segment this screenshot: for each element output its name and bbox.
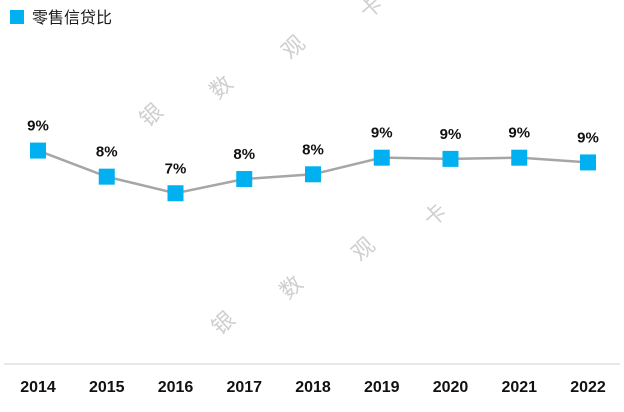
legend: 零售信贷比 [10,8,112,27]
data-label: 8% [96,144,118,161]
watermark-char: 观 [277,31,310,64]
watermark-char: 数 [205,71,238,104]
x-tick-label: 2017 [226,379,262,396]
data-label: 9% [508,125,530,142]
x-tick-label: 2018 [295,379,331,396]
watermark-char: 卡 [355,0,388,24]
data-point-marker [167,185,184,202]
watermark-char: 数 [275,271,308,304]
data-label: 7% [165,160,187,177]
data-label: 8% [233,146,255,163]
watermark-char: 银 [135,99,168,132]
data-point-marker [442,150,459,167]
data-label: 9% [577,129,599,146]
data-point-marker [98,168,115,185]
data-point-marker [236,171,253,188]
watermark-char: 卡 [419,199,452,232]
data-point-marker [511,149,528,166]
x-tick-label: 2019 [364,379,400,396]
plot-area: 9% 8% 7% 8% 8% 9% 9% 9% 9% 2014 2015 2016 2017 2018 20… [20,118,606,396]
watermark-char: 银 [207,307,240,340]
legend-label: 零售信贷比 [32,8,112,27]
data-label: 9% [440,126,462,143]
data-point-marker [30,142,46,159]
data-label: 8% [302,141,324,158]
data-point-marker [305,166,321,183]
data-point-marker [580,154,596,171]
watermark-char: 观 [347,233,380,266]
x-tick-label: 2022 [570,379,606,396]
data-label: 9% [27,118,49,135]
x-tick-label: 2020 [433,379,469,396]
data-label: 9% [371,125,393,142]
x-tick-label: 2016 [158,379,194,396]
x-tick-label: 2014 [20,379,56,396]
data-point-marker [373,149,390,166]
x-tick-label: 2015 [89,379,125,396]
x-tick-label: 2021 [501,379,537,396]
legend-swatch [10,10,24,24]
